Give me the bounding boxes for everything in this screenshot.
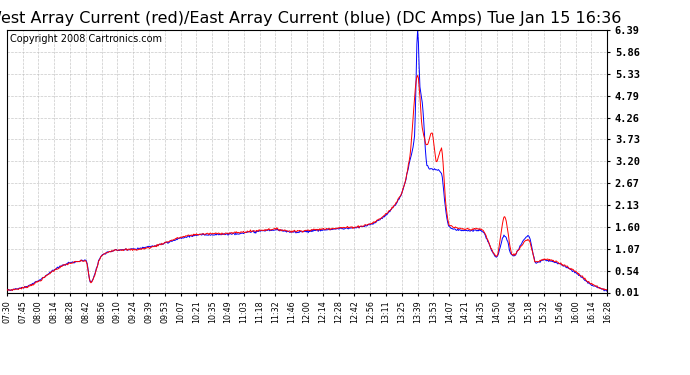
Text: West Array Current (red)/East Array Current (blue) (DC Amps) Tue Jan 15 16:36: West Array Current (red)/East Array Curr… [0, 11, 621, 26]
Text: Copyright 2008 Cartronics.com: Copyright 2008 Cartronics.com [10, 34, 162, 44]
